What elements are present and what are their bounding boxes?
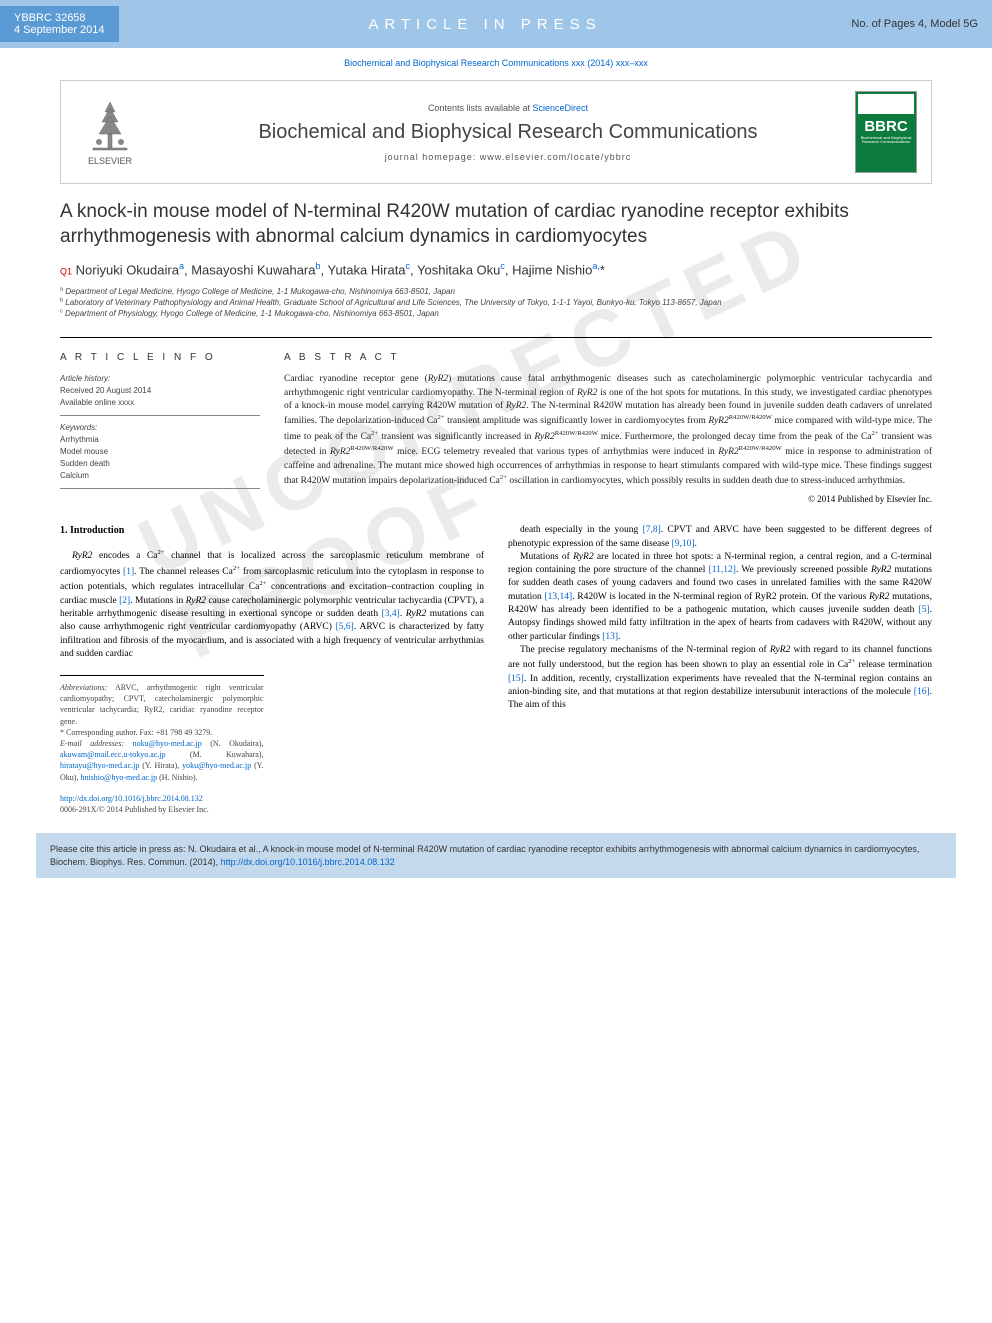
abstract-heading: A B S T R A C T	[284, 352, 932, 363]
issn-line: 0006-291X/© 2014 Published by Elsevier I…	[60, 804, 484, 815]
homepage-line[interactable]: journal homepage: www.elsevier.com/locat…	[161, 152, 855, 162]
sciencedirect-link[interactable]: ScienceDirect	[533, 103, 589, 113]
journal-header: ELSEVIER Contents lists available at Sci…	[60, 80, 932, 184]
abstract-text: Cardiac ryanodine receptor gene (RyR2) m…	[284, 373, 932, 488]
affiliations: a Department of Legal Medicine, Hyogo Co…	[60, 286, 932, 320]
abstract-copyright: © 2014 Published by Elsevier Inc.	[284, 494, 932, 504]
citation-line: Biochemical and Biophysical Research Com…	[0, 48, 992, 72]
affil-a: a Department of Legal Medicine, Hyogo Co…	[60, 286, 932, 297]
left-column: 1. Introduction RyR2 encodes a Ca2+ chan…	[60, 524, 484, 815]
intro-para-3: Mutations of RyR2 are located in three h…	[508, 551, 932, 644]
footnotes: Abbreviations: ARVC, arrhythmogenic righ…	[60, 675, 264, 783]
corr-line: * Corresponding author. Fax: +81 798 49 …	[60, 727, 264, 738]
elsevier-tree-icon	[85, 98, 135, 154]
banner-model: No. of Pages 4, Model 5G	[851, 18, 992, 30]
bbrc-sub: Biochemical and Biophysical Research Com…	[858, 136, 914, 145]
affil-c: c Department of Physiology, Hyogo Colleg…	[60, 308, 932, 319]
banner-center: ARTICLE IN PRESS	[368, 16, 601, 33]
cite-text: Please cite this article in press as: N.…	[50, 844, 919, 867]
info-abstract-row: A R T I C L E I N F O Article history: R…	[60, 337, 932, 504]
header-center: Contents lists available at ScienceDirec…	[161, 103, 855, 162]
affil-b: b Laboratory of Veterinary Pathophysiolo…	[60, 297, 932, 308]
doi-block: http://dx.doi.org/10.1016/j.bbrc.2014.08…	[60, 793, 484, 815]
intro-para-4: The precise regulatory mechanisms of the…	[508, 644, 932, 713]
article-info: A R T I C L E I N F O Article history: R…	[60, 352, 260, 504]
journal-name: Biochemical and Biophysical Research Com…	[161, 121, 855, 144]
elsevier-text: ELSEVIER	[88, 156, 132, 166]
keywords-label: Keywords:	[60, 422, 260, 434]
body-columns: 1. Introduction RyR2 encodes a Ca2+ chan…	[60, 524, 932, 815]
article-title: A knock-in mouse model of N-terminal R42…	[60, 200, 932, 249]
banner-date: 4 September 2014	[14, 24, 105, 36]
bbrc-cover: BBRC Biochemical and Biophysical Researc…	[855, 91, 917, 173]
keyword: Sudden death	[60, 458, 260, 470]
right-column: death especially in the young [7,8]. CPV…	[508, 524, 932, 815]
query-marker: Q1	[60, 267, 72, 277]
banner-left: YBBRC 32658 4 September 2014	[0, 6, 119, 42]
cite-box: Please cite this article in press as: N.…	[36, 833, 956, 878]
intro-para-1: RyR2 encodes a Ca2+ channel that is loca…	[60, 548, 484, 661]
history-block: Article history: Received 20 August 2014…	[60, 373, 260, 416]
doi-link[interactable]: http://dx.doi.org/10.1016/j.bbrc.2014.08…	[60, 793, 484, 804]
main-content: A knock-in mouse model of N-terminal R42…	[0, 200, 992, 815]
abstract: A B S T R A C T Cardiac ryanodine recept…	[284, 352, 932, 504]
keyword: Model mouse	[60, 446, 260, 458]
contents-text: Contents lists available at	[428, 103, 530, 113]
cover-strip	[858, 94, 914, 114]
history-label: Article history:	[60, 373, 260, 385]
keywords-block: Keywords: Arrhythmia Model mouse Sudden …	[60, 422, 260, 489]
authors: Q1 Noriyuki Okudairaa, Masayoshi Kuwahar…	[60, 261, 932, 277]
abbrev-line: Abbreviations: ARVC, arrhythmogenic righ…	[60, 682, 264, 727]
manuscript-id: YBBRC 32658	[14, 12, 105, 24]
keyword: Arrhythmia	[60, 434, 260, 446]
email-line: E-mail addresses: noku@hyo-med.ac.jp (N.…	[60, 738, 264, 783]
received-date: Received 20 August 2014	[60, 385, 260, 397]
info-heading: A R T I C L E I N F O	[60, 352, 260, 363]
keyword: Calcium	[60, 470, 260, 482]
intro-para-2: death especially in the young [7,8]. CPV…	[508, 524, 932, 551]
elsevier-logo: ELSEVIER	[75, 92, 145, 172]
cite-doi[interactable]: http://dx.doi.org/10.1016/j.bbrc.2014.08…	[221, 857, 395, 867]
top-banner: YBBRC 32658 4 September 2014 ARTICLE IN …	[0, 0, 992, 48]
contents-line: Contents lists available at ScienceDirec…	[161, 103, 855, 113]
intro-heading: 1. Introduction	[60, 524, 484, 538]
bbrc-text: BBRC	[864, 118, 907, 135]
available-date: Available online xxxx	[60, 397, 260, 409]
